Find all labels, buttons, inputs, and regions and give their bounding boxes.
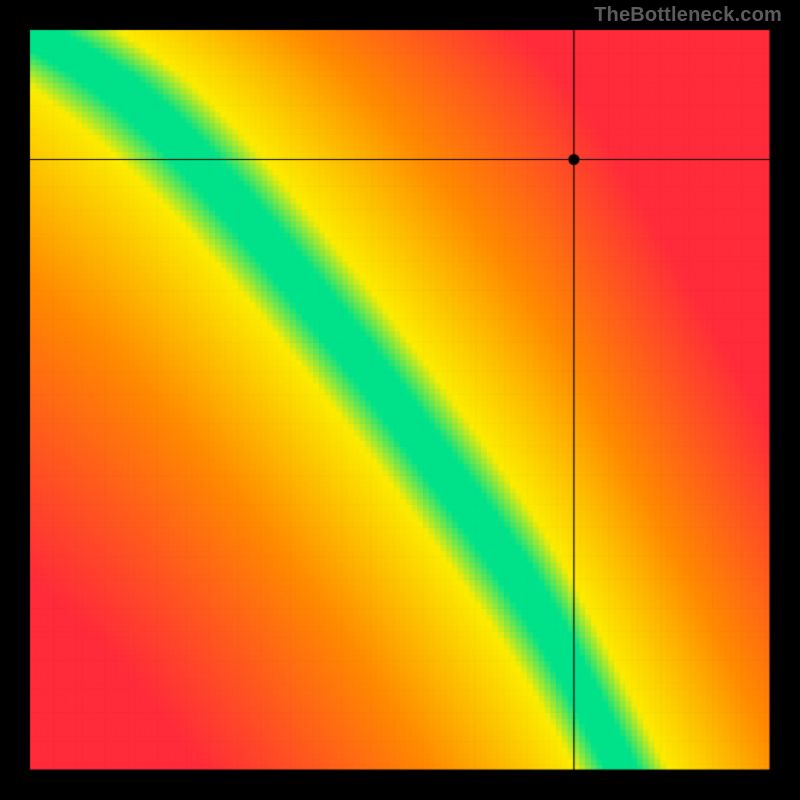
bottleneck-heatmap-figure: TheBottleneck.com	[0, 0, 800, 800]
watermark-text: TheBottleneck.com	[594, 4, 782, 27]
heatmap-canvas	[0, 0, 800, 800]
